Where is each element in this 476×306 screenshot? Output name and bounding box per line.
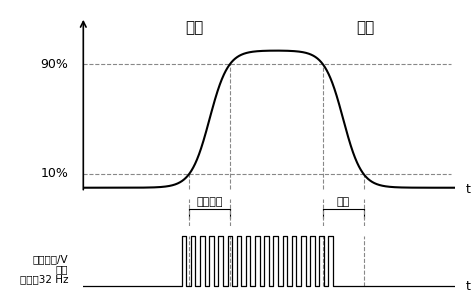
Text: t: t — [466, 183, 471, 196]
Text: 驱动电压/V: 驱动电压/V — [33, 254, 69, 264]
Text: 10%: 10% — [40, 167, 69, 181]
Text: 90%: 90% — [40, 58, 69, 71]
Text: 余辉: 余辉 — [337, 197, 350, 207]
Text: t: t — [466, 280, 471, 293]
Text: 响应时间: 响应时间 — [196, 197, 223, 207]
Text: 打开: 打开 — [186, 21, 204, 35]
Text: 关闭: 关闭 — [357, 21, 375, 35]
Text: 波形: 波形 — [56, 264, 69, 274]
Text: 频率：32 Hz: 频率：32 Hz — [20, 274, 69, 284]
